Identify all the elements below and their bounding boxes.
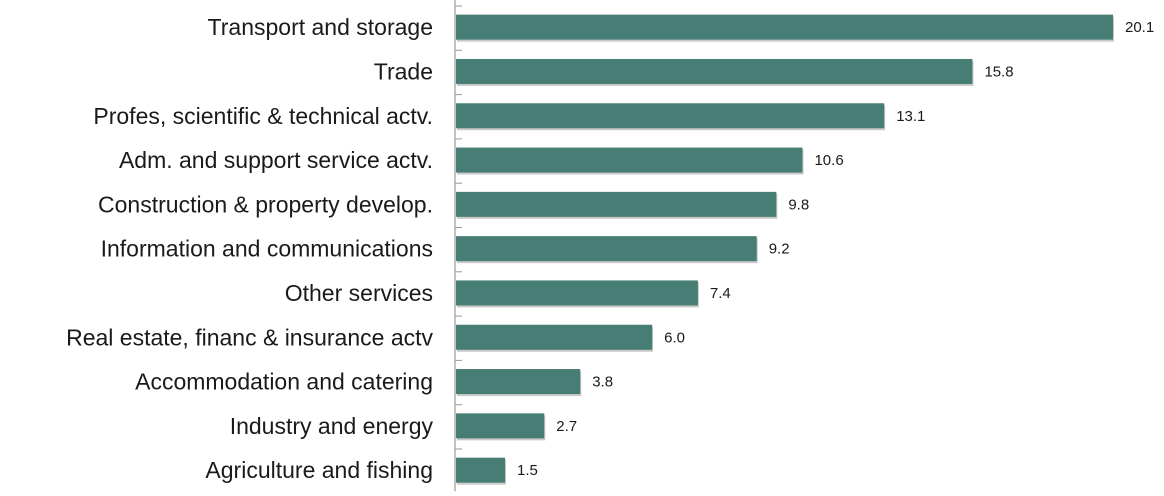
data-label: 20.1 bbox=[1125, 19, 1154, 36]
data-label: 15.8 bbox=[984, 63, 1013, 80]
category-label: Adm. and support service actv. bbox=[119, 147, 433, 173]
data-label: 10.6 bbox=[814, 152, 843, 169]
data-label: 1.5 bbox=[517, 462, 538, 479]
data-label: 6.0 bbox=[664, 329, 685, 346]
bar bbox=[456, 58, 973, 84]
axis-layer bbox=[454, 0, 462, 492]
bars-layer bbox=[456, 14, 1114, 485]
data-label: 3.8 bbox=[592, 374, 613, 391]
data-label: 9.2 bbox=[769, 241, 790, 258]
bar bbox=[456, 457, 506, 483]
bar bbox=[456, 14, 1113, 40]
labels-layer: Transport and storage 20.1 Trade 15.8 Profes… bbox=[66, 14, 1154, 483]
data-label: 2.7 bbox=[556, 418, 577, 435]
data-label: 13.1 bbox=[896, 108, 925, 125]
category-label: Other services bbox=[285, 280, 433, 306]
bar bbox=[456, 236, 757, 262]
category-label: Information and communications bbox=[101, 236, 433, 262]
bar bbox=[456, 369, 581, 395]
category-label: Transport and storage bbox=[208, 14, 433, 40]
category-label: Construction & property develop. bbox=[98, 191, 433, 217]
bar bbox=[456, 191, 777, 217]
category-label: Industry and energy bbox=[230, 413, 434, 439]
bar bbox=[456, 147, 803, 173]
data-label: 9.8 bbox=[788, 196, 809, 213]
category-label: Profes, scientific & technical actv. bbox=[93, 103, 433, 129]
category-label: Trade bbox=[374, 58, 433, 84]
bar bbox=[456, 103, 885, 129]
bar bbox=[456, 280, 698, 306]
category-label: Agriculture and fishing bbox=[205, 457, 433, 483]
category-label: Accommodation and catering bbox=[135, 369, 433, 395]
category-label: Real estate, financ & insurance actv bbox=[66, 324, 433, 350]
bar bbox=[456, 413, 545, 439]
bar bbox=[456, 324, 653, 350]
data-label: 7.4 bbox=[710, 285, 731, 302]
